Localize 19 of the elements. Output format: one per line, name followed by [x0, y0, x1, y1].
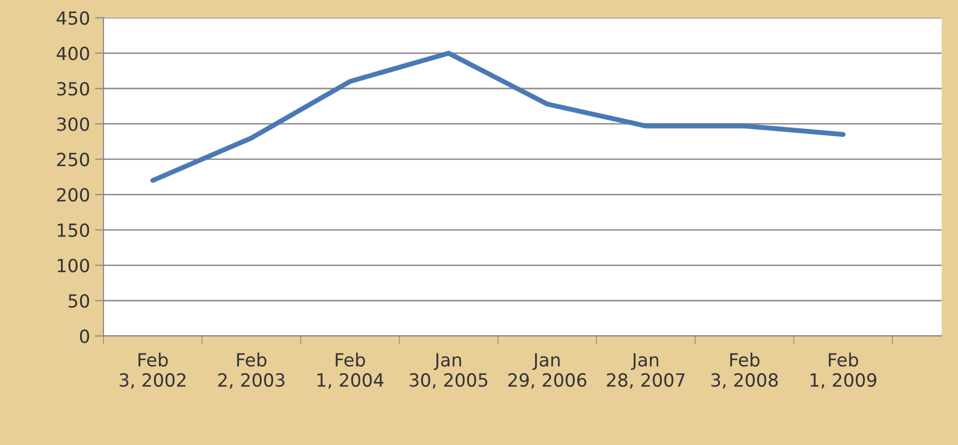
x-tick-label: Jan 28, 2007: [606, 353, 685, 389]
y-tick-label: 100: [58, 258, 90, 272]
y-tick-label: 0: [80, 329, 90, 344]
x-tick-label: Jan 30, 2005: [410, 353, 488, 389]
y-tick-label: 400: [56, 46, 90, 60]
y-tick-label: 200: [57, 188, 90, 202]
y-tick-label: 250: [57, 152, 90, 166]
y-tick-label: 150: [58, 223, 90, 238]
y-tick-label: 350: [57, 82, 90, 96]
x-tick-label: Feb 3, 2002: [120, 352, 186, 389]
x-tick-label: Feb 3, 2008: [711, 352, 778, 389]
x-tick-label: Feb 1, 2004: [318, 352, 384, 389]
x-tick-label: Jan 29, 2006: [508, 353, 586, 389]
y-tick-label: 450: [56, 11, 90, 25]
x-tick-label: Feb 2, 2003: [218, 352, 284, 389]
line-series: [150, 50, 846, 183]
x-tick-label: Feb 1, 2009: [810, 352, 876, 389]
y-tick-label: 50: [68, 294, 90, 308]
y-tick-label: 300: [57, 117, 90, 131]
